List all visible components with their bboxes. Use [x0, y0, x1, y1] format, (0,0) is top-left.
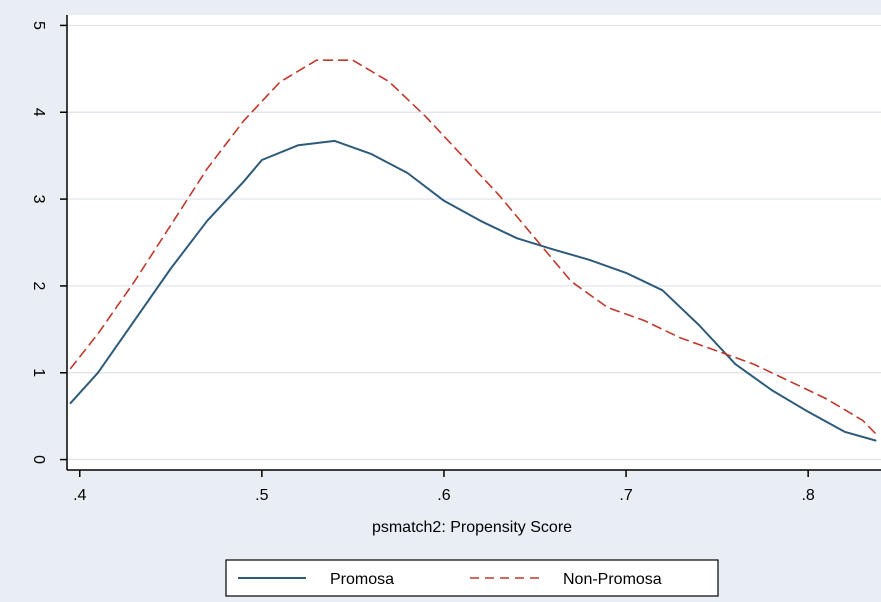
x-tick-label: .8 — [801, 487, 814, 504]
y-tick-label: 4 — [30, 108, 47, 117]
series-lines — [69, 59, 877, 442]
legend-label-promosa: Promosa — [330, 571, 394, 588]
plot-area — [67, 15, 881, 470]
legend: Promosa Non-Promosa — [225, 559, 719, 597]
legend-label-non-promosa: Non-Promosa — [563, 571, 662, 588]
y-tick-label: 5 — [30, 21, 47, 30]
y-tick-label: 1 — [30, 368, 47, 377]
x-tick-label: .5 — [255, 487, 268, 504]
x-tick-label: .6 — [437, 487, 450, 504]
grid-lines — [67, 24, 881, 461]
x-tick-label: .4 — [73, 487, 86, 504]
x-tick-label: .7 — [619, 487, 632, 504]
y-tick-label: 0 — [30, 455, 47, 464]
x-axis-title: psmatch2: Propensity Score — [372, 519, 572, 536]
y-tick-label: 2 — [30, 281, 47, 290]
series-line-non-promosa — [69, 59, 877, 435]
series-line-promosa — [69, 139, 877, 442]
axis-ticks: 0 1 2 3 4 5 .4 .5 .6 .7 .8 — [30, 21, 815, 504]
y-tick-label: 3 — [30, 195, 47, 204]
